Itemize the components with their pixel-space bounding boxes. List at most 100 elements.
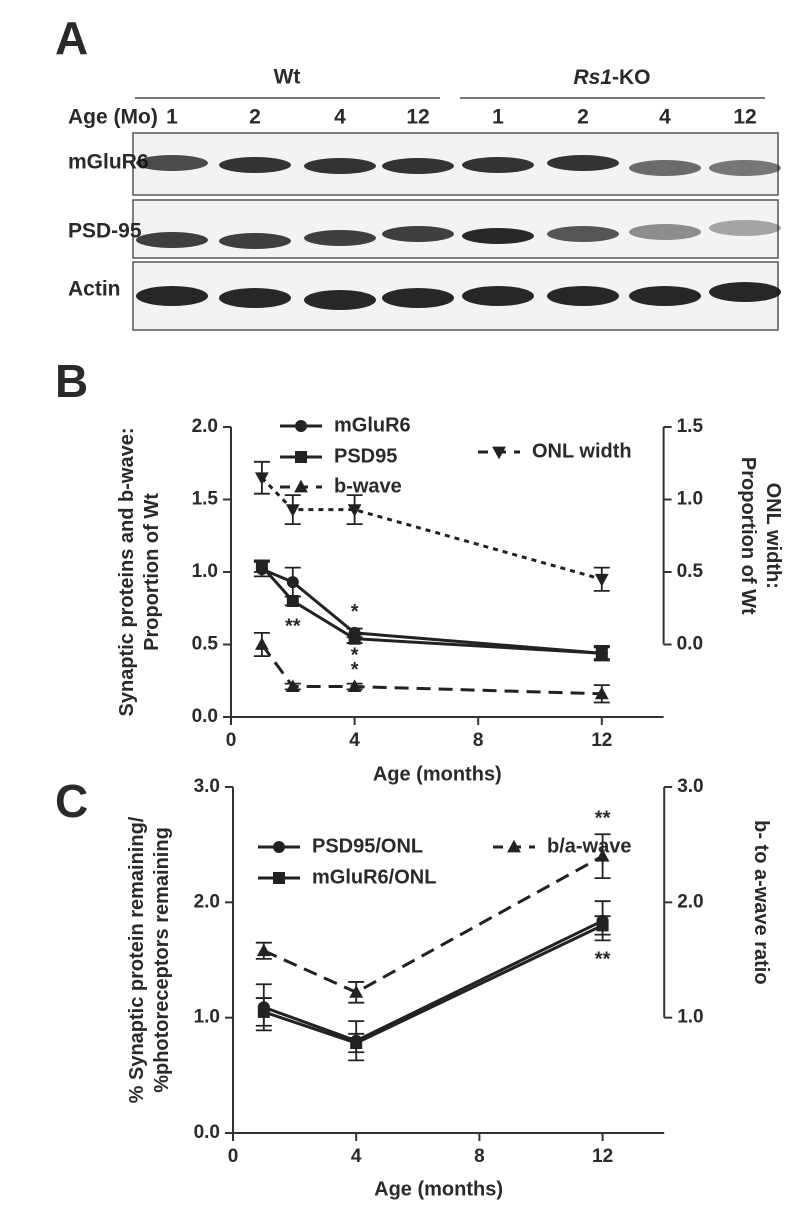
lane-label: 1 xyxy=(166,106,178,129)
marker xyxy=(285,679,300,692)
panel-letter: B xyxy=(55,355,88,407)
y2-tick-label: 1.0 xyxy=(677,1007,703,1028)
marker xyxy=(273,841,285,853)
lane-label: 2 xyxy=(249,106,261,129)
y2-axis-label-line: Proportion of Wt xyxy=(737,457,759,615)
series-line xyxy=(260,476,603,581)
marker xyxy=(594,573,609,587)
y-axis-label-line: Synaptic proteins and b-wave: xyxy=(116,428,138,717)
x-tick-label: 12 xyxy=(591,730,612,751)
y2-tick-label: 1.0 xyxy=(677,489,703,510)
lane-label: 1 xyxy=(492,106,504,129)
band xyxy=(382,288,454,308)
group-label: Wt xyxy=(274,66,301,89)
legend-label: ONL width xyxy=(532,440,632,462)
y2-tick-label: 0.0 xyxy=(677,634,703,655)
marker xyxy=(594,686,609,700)
lane-label: 12 xyxy=(733,106,756,129)
y-tick-label: 1.5 xyxy=(192,489,219,510)
x-tick-label: 0 xyxy=(226,730,237,751)
group-label-italic: Rs1 xyxy=(573,66,612,89)
marker xyxy=(256,943,271,957)
y2-axis-label: ONL width:Proportion of Wt xyxy=(737,457,784,615)
y-tick-label: 1.0 xyxy=(192,561,218,582)
band xyxy=(136,232,208,248)
marker xyxy=(349,985,364,998)
marker xyxy=(492,446,506,460)
y-tick-label: 0.0 xyxy=(194,1122,220,1143)
legend-label: PSD95/ONL xyxy=(312,835,423,857)
annotation: ** xyxy=(595,808,611,830)
band xyxy=(304,290,376,310)
band xyxy=(304,230,376,246)
x-tick-label: 4 xyxy=(351,1146,362,1167)
panel-letter: C xyxy=(55,775,88,827)
lane-label: 12 xyxy=(406,106,429,129)
y2-tick-label: 0.5 xyxy=(677,561,704,582)
y-tick-label: 3.0 xyxy=(194,776,220,797)
legend-label: PSD95 xyxy=(334,445,397,467)
band xyxy=(629,160,701,176)
age-label: Age (Mo) xyxy=(68,106,158,129)
marker xyxy=(294,479,308,493)
band xyxy=(629,286,701,306)
marker xyxy=(286,576,299,589)
series-line xyxy=(260,565,602,655)
x-tick-label: 4 xyxy=(349,730,360,751)
legend-label: b/a-wave xyxy=(547,835,631,857)
band xyxy=(382,226,454,242)
row-label: Actin xyxy=(68,278,121,301)
marker xyxy=(255,637,269,650)
band xyxy=(136,155,208,171)
x-tick-label: 8 xyxy=(473,730,484,751)
band xyxy=(547,155,619,171)
y-axis-label-line: %photoreceptors remaining xyxy=(151,827,173,1093)
band xyxy=(462,228,534,244)
legend-label: b-wave xyxy=(334,475,402,497)
marker xyxy=(348,632,361,645)
y-tick-label: 0.5 xyxy=(192,634,219,655)
row-label: PSD-95 xyxy=(68,220,142,243)
band xyxy=(547,226,619,242)
band xyxy=(709,160,781,176)
marker xyxy=(295,420,307,432)
series-line xyxy=(261,567,602,655)
marker xyxy=(347,504,362,517)
y-axis-label: Synaptic proteins and b-wave: Proportion … xyxy=(116,428,163,717)
band xyxy=(219,288,291,308)
band xyxy=(219,157,291,173)
y-axis-label: % Synaptic protein remaining/%photorecep… xyxy=(126,816,173,1103)
series-line xyxy=(263,919,604,1043)
band xyxy=(709,220,781,236)
x-tick-label: 0 xyxy=(228,1146,239,1167)
marker xyxy=(350,1037,363,1050)
marker xyxy=(257,1005,270,1018)
marker xyxy=(255,560,268,573)
marker xyxy=(595,647,608,660)
legend-label: mGluR6 xyxy=(334,414,411,436)
band xyxy=(547,286,619,306)
band xyxy=(382,158,454,174)
group-label: Rs1-KO xyxy=(573,66,650,89)
y2-axis-label-line: b- to a-wave ratio xyxy=(750,820,772,984)
series-line xyxy=(260,643,602,696)
band xyxy=(709,282,781,302)
y2-tick-label: 2.0 xyxy=(677,891,703,912)
marker xyxy=(295,451,307,463)
marker xyxy=(285,504,300,517)
annotation: ** xyxy=(595,948,611,970)
y2-axis-label: b- to a-wave ratio xyxy=(750,820,772,984)
annotation: * xyxy=(351,644,359,666)
annotation: * xyxy=(351,601,359,623)
band xyxy=(629,224,701,240)
marker xyxy=(595,849,610,862)
legend-label: mGluR6/ONL xyxy=(312,866,436,888)
lane-label: 4 xyxy=(659,106,671,129)
x-tick-label: 8 xyxy=(474,1146,485,1167)
annotation: ** xyxy=(285,615,301,637)
y-tick-label: 2.0 xyxy=(194,891,220,912)
row-label: mGluR6 xyxy=(68,151,149,174)
band xyxy=(136,286,208,306)
y2-tick-label: 3.0 xyxy=(677,776,703,797)
